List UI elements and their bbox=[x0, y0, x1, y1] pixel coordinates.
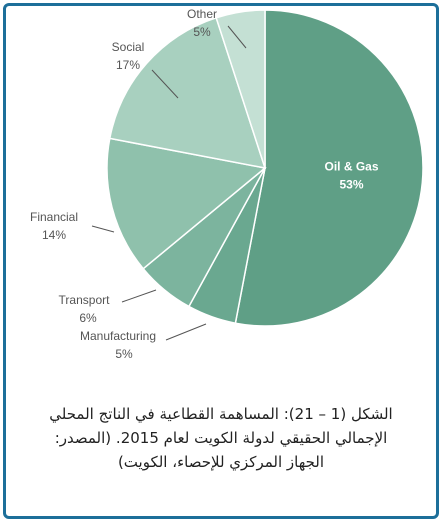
chart: Oil & Gas 53% Manufacturing 5% Transport 6% Fi… bbox=[30, 7, 424, 361]
slice-value: 14% bbox=[42, 228, 66, 242]
leader-line bbox=[165, 323, 207, 341]
slice-value: 5% bbox=[115, 347, 133, 361]
figure-frame: Oil & Gas 53% Manufacturing 5% Transport 6% Fi… bbox=[3, 3, 439, 519]
pie-slice bbox=[108, 16, 267, 169]
slice-value: 5% bbox=[193, 25, 211, 39]
slice-label: Manufacturing bbox=[80, 329, 156, 343]
caption-line: الشكل (1 – 21): المساهمة القطاعية في الن… bbox=[49, 405, 393, 423]
leader-line bbox=[151, 69, 179, 99]
slice-value: 17% bbox=[116, 58, 140, 72]
caption-line: الجهاز المركزي للإحصاء، الكويت) bbox=[117, 453, 325, 471]
slice-value: 6% bbox=[79, 311, 97, 325]
slice-label: Transport bbox=[59, 293, 111, 307]
slice-value: 53% bbox=[339, 177, 363, 191]
slice-label: Social bbox=[112, 40, 145, 54]
pie-slice bbox=[106, 137, 267, 270]
caption: الشكل (1 – 21): المساهمة القطاعية في الن… bbox=[16, 402, 426, 474]
leader-line bbox=[227, 25, 247, 49]
leader-line bbox=[91, 225, 115, 233]
slice-label: Oil & Gas bbox=[324, 159, 378, 173]
pie-slice bbox=[234, 9, 424, 327]
pie-slice bbox=[215, 9, 266, 169]
leader-line bbox=[121, 289, 157, 303]
slice-label: Financial bbox=[30, 210, 78, 224]
caption-line: الإجمالي الحقيقي لدولة الكويت لعام 2015.… bbox=[54, 429, 388, 447]
slice-label: Other bbox=[187, 7, 217, 21]
